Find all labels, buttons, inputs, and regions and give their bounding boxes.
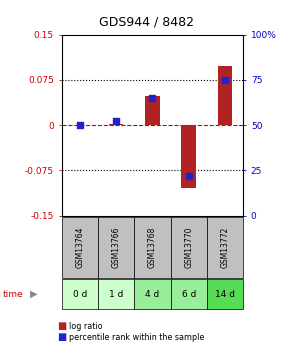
Text: 1 d: 1 d [109, 289, 123, 299]
Bar [218, 66, 232, 125]
Text: 0 d: 0 d [72, 289, 87, 299]
Text: GSM13766: GSM13766 [112, 227, 120, 268]
Text: 14 d: 14 d [215, 289, 235, 299]
Text: ■: ■ [57, 321, 67, 331]
Point [150, 95, 155, 101]
Bar [109, 124, 123, 125]
Point [186, 173, 191, 179]
Bar [145, 96, 160, 125]
Text: percentile rank within the sample: percentile rank within the sample [69, 333, 204, 342]
Point [77, 122, 82, 128]
Text: 6 d: 6 d [181, 289, 196, 299]
Point [114, 119, 118, 124]
Text: GSM13768: GSM13768 [148, 227, 157, 268]
Text: GSM13772: GSM13772 [221, 227, 229, 268]
Text: GSM13770: GSM13770 [184, 227, 193, 268]
Text: GSM13764: GSM13764 [75, 227, 84, 268]
Text: ▶: ▶ [30, 289, 38, 299]
Text: 4 d: 4 d [145, 289, 159, 299]
Text: time: time [3, 289, 23, 299]
Bar [181, 125, 196, 188]
Text: ■: ■ [57, 333, 67, 342]
Text: log ratio: log ratio [69, 322, 103, 331]
Point [223, 77, 227, 82]
Text: GDS944 / 8482: GDS944 / 8482 [99, 16, 194, 29]
